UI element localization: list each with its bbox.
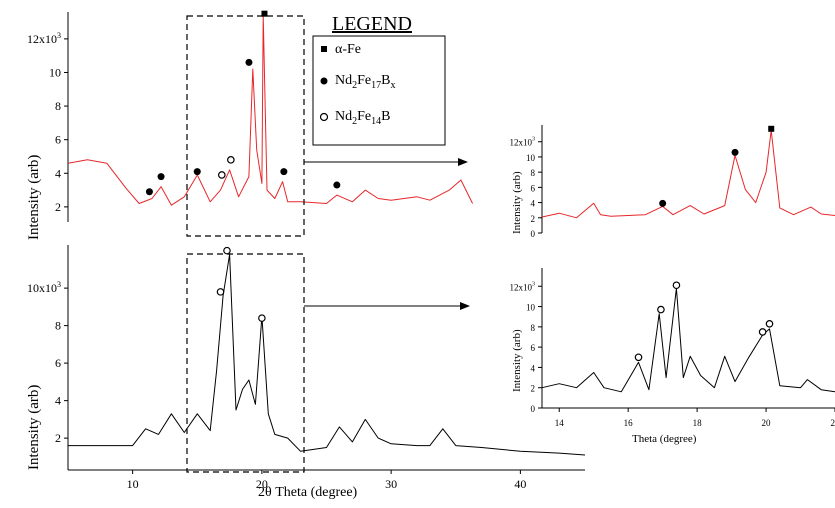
inset_top-y-tick-label: 12x103	[510, 137, 536, 148]
selection-box-bottom	[186, 253, 305, 473]
main_bottom-y-tick-label: 4	[55, 394, 61, 408]
legend-title: LEGEND	[332, 13, 412, 35]
nd2fe17bx-marker	[157, 173, 165, 181]
inset_top-y-tick-label: 4	[531, 199, 536, 209]
inset_top-y-tick-label: 10	[526, 153, 536, 163]
nd2fe17bx-marker	[731, 148, 739, 156]
nd2fe17bx-marker	[333, 181, 341, 189]
main_bottom-series-line	[68, 253, 586, 456]
main_bottom-y-tick-label: 6	[55, 356, 61, 370]
main_bottom-x-tick-label: 20	[256, 477, 268, 491]
main_top-series-line	[67, 14, 474, 206]
alpha-fe-marker	[768, 125, 775, 132]
inset_bottom-y-tick-label: 8	[531, 323, 536, 333]
inset_top-y-tick-label: 2	[531, 214, 536, 224]
inset_top-y-tick-label: 0	[531, 229, 536, 239]
main_bottom-y-tick-label: 8	[55, 319, 61, 333]
inset_bottom-series-line	[541, 287, 835, 393]
inset-bottom-x-label: Theta (degree)	[632, 433, 697, 445]
arrow-bottom-head	[460, 302, 470, 310]
nd2fe14b-marker	[672, 281, 681, 290]
inset_bottom-y-tick-label: 12x103	[510, 281, 536, 292]
inset_bottom-y-tick-label: 6	[531, 343, 536, 353]
main_top-y-tick-label: 12x103	[27, 31, 61, 46]
nd2fe14b-marker	[758, 328, 767, 336]
inset-bottom-panel: Intensity (arb) Theta (degree) 0 2 4 6 8 10 12…	[510, 268, 835, 445]
selection-box-top	[186, 15, 305, 237]
main_top-y-tick-label: 2	[55, 200, 61, 214]
main_top-y-tick-label: 10	[49, 65, 61, 79]
inset_top-series-line	[541, 129, 835, 219]
nd2fe14b-marker	[227, 156, 235, 164]
main-bottom-y-label: Intensity (arb)	[26, 385, 42, 470]
legend-symbol-filled-circle	[320, 77, 328, 85]
nd2fe14b-marker	[657, 305, 665, 314]
inset_bottom-y-tick-label: 10	[526, 303, 536, 313]
inset_top-y-tick-label: 6	[531, 183, 536, 193]
main-top-y-label: Intensity (arb)	[26, 155, 42, 240]
legend-symbol-open-circle	[319, 112, 329, 122]
inset-top-y-label: Intensity (arb)	[511, 171, 523, 234]
nd2fe14b-marker	[223, 246, 231, 255]
main_bottom-x-tick-label: 40	[514, 477, 526, 491]
nd2fe17bx-marker	[659, 199, 667, 207]
main-bottom-panel: Intensity (arb) 2θ Theta (degree) 2 4 6 8 10…	[26, 245, 586, 500]
arrow-top-head	[458, 158, 468, 166]
nd2fe14b-marker	[218, 171, 226, 179]
main_bottom-y-tick-label: 2	[55, 431, 61, 445]
nd2fe14b-marker	[216, 288, 225, 296]
inset_bottom-x-tick-label: 22	[831, 418, 835, 428]
main_top-y-tick-label: 8	[55, 99, 61, 113]
inset_bottom-x-tick-label: 20	[762, 418, 772, 428]
main_top-y-tick-label: 4	[55, 166, 61, 180]
nd2fe14b-marker	[765, 319, 774, 328]
legend-item-alpha-fe: α-Fe	[335, 42, 361, 57]
main_bottom-y-tick-label: 10x103	[27, 280, 61, 295]
main-top-panel: Intensity (arb) 2 4 6 8 10 12x103	[26, 10, 474, 240]
inset_bottom-x-tick-label: 16	[624, 418, 634, 428]
legend-item-nd2fe17bx: Nd2Fe17Bx	[335, 73, 395, 91]
nd2fe17bx-marker	[280, 168, 288, 176]
main_bottom-x-tick-label: 30	[385, 477, 397, 491]
legend-symbol-square	[321, 46, 327, 52]
main_bottom-x-tick-label: 10	[127, 477, 139, 491]
alpha-fe-marker	[261, 10, 268, 17]
nd2fe14b-marker	[634, 353, 643, 362]
nd2fe17bx-marker	[245, 58, 253, 66]
inset_top-y-tick-label: 8	[531, 168, 536, 178]
legend: LEGEND α-Fe Nd2Fe17Bx Nd2Fe14B	[312, 13, 446, 146]
inset_bottom-y-tick-label: 4	[531, 363, 536, 373]
inset_bottom-y-tick-label: 2	[531, 384, 536, 394]
nd2fe17bx-marker	[145, 188, 153, 196]
inset_bottom-y-tick-label: 0	[531, 404, 536, 414]
inset-bottom-y-label: Intensity (arb)	[511, 329, 523, 392]
main-bottom-x-label: 2θ Theta (degree)	[258, 485, 358, 500]
nd2fe14b-marker	[258, 314, 266, 322]
inset_bottom-x-tick-label: 18	[693, 418, 703, 428]
main_top-y-tick-label: 6	[55, 133, 61, 147]
legend-box	[312, 35, 446, 146]
inset_bottom-x-tick-label: 14	[555, 418, 565, 428]
inset-top-panel: Intensity (arb) 0 2 4 6 8 10 12x103	[510, 125, 835, 239]
nd2fe17bx-marker	[193, 168, 201, 176]
legend-item-nd2fe14b: Nd2Fe14B	[335, 109, 390, 127]
